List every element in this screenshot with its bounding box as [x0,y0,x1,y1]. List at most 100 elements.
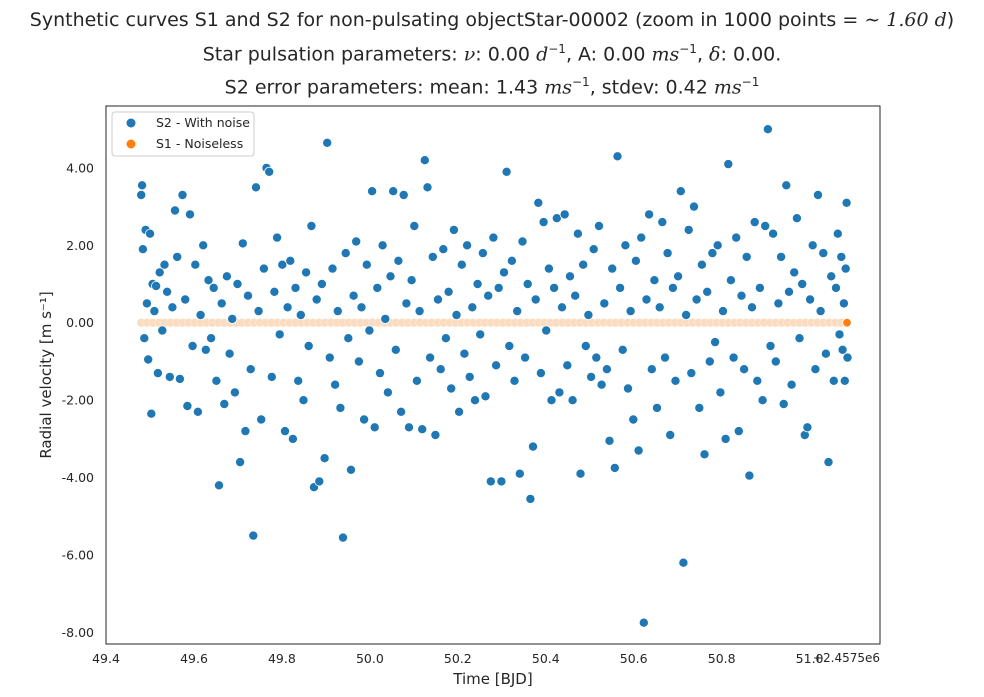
data-point-s2 [216,298,227,309]
data-point-s2 [741,251,752,262]
data-point-s2 [467,302,478,313]
data-point-s2 [673,271,684,282]
data-point-s2 [731,232,742,243]
data-point-s2 [781,180,792,191]
data-point-s2 [303,340,314,351]
data-point-s2 [699,449,710,460]
data-point-s2 [425,352,436,363]
data-point-s2 [839,375,850,386]
data-point-s2 [475,329,486,340]
data-point-s2 [440,333,451,344]
data-point-s2 [143,354,154,365]
data-point-s2 [686,368,697,379]
data-point-s2 [295,309,306,320]
data-point-s2 [345,464,356,475]
x-tick-labels: 49.4 49.6 49.8 50.0 50.2 50.4 50.6 50.8 51.0 [92,651,823,666]
data-point-s2 [337,532,348,543]
data-point-s2 [372,282,383,293]
data-point-s2 [427,251,438,262]
data-point-s2 [517,236,528,247]
data-point-s2 [588,244,599,255]
data-point-s2 [306,220,317,231]
data-point-s2 [805,294,816,305]
data-point-s2 [137,244,148,255]
data-point-s2 [657,217,668,228]
data-point-s2 [599,298,610,309]
data-point-s2 [591,352,602,363]
data-point-s2 [778,398,789,409]
y-tick-label: 4.00 [66,160,94,175]
series-s1-noiseless [136,318,852,328]
data-point-s2 [607,263,618,274]
data-point-s2 [826,271,837,282]
data-point-s1 [842,318,852,328]
x-tick-label: 50.8 [708,651,736,666]
data-point-s2 [256,414,267,425]
data-point-s2 [141,298,152,309]
x-tick-label: 50.2 [444,651,472,666]
data-point-s2 [828,375,839,386]
data-point-s2 [496,476,507,487]
data-point-s2 [154,267,165,278]
data-point-s2 [159,259,170,270]
data-point-s2 [773,298,784,309]
y-axis-label: Radial velocity [m s⁻¹] [37,291,55,458]
data-point-s2 [522,278,533,289]
data-point-s2 [665,429,676,440]
data-point-s2 [136,189,147,200]
data-point-s2 [702,286,713,297]
data-point-s2 [491,360,502,371]
data-point-s2 [752,375,763,386]
data-point-s2 [810,364,821,375]
data-point-s2 [454,406,465,417]
data-point-s2 [248,530,259,541]
data-point-s2 [190,259,201,270]
x-tick-label: 51.0 [796,651,824,666]
data-point-s2 [258,263,269,274]
data-point-s2 [187,340,198,351]
data-point-s2 [144,228,155,239]
data-point-s2 [287,433,298,444]
chart-subtitle-pulsation: Star pulsation parameters: ν: 0.00 d−1, … [202,42,782,66]
data-point-s2 [322,137,333,148]
data-point-s2 [586,371,597,382]
data-point-s2 [831,282,842,293]
data-point-s2 [137,180,148,191]
legend-label-s2: S2 - With noise [156,115,250,130]
data-point-s2 [406,275,417,286]
data-point-s2 [340,248,351,259]
data-point-s2 [636,232,647,243]
data-point-s2 [446,383,457,394]
data-point-s2 [229,387,240,398]
data-point-s2 [691,294,702,305]
data-point-s2 [744,470,755,481]
data-point-s2 [293,375,304,386]
data-point-s2 [298,395,309,406]
data-point-s2 [162,286,173,297]
data-point-s2 [206,333,217,344]
x-tick-label: 50.0 [356,651,384,666]
data-point-s2 [388,186,399,197]
data-point-s2 [382,387,393,398]
data-point-s2 [528,441,539,452]
data-point-s2 [385,271,396,282]
data-point-s2 [837,344,848,355]
data-point-s2 [670,375,681,386]
data-point-s2 [264,166,275,177]
data-point-s2 [335,402,346,413]
data-point-s2 [667,282,678,293]
data-point-s2 [728,352,739,363]
data-point-s2 [575,468,586,479]
data-point-s2 [549,282,560,293]
data-point-s2 [192,406,203,417]
data-point-s2 [765,340,776,351]
data-point-s2 [184,209,195,220]
data-point-s2 [139,333,150,344]
data-point-s2 [807,240,818,251]
chart-title: Synthetic curves S1 and S2 for non-pulsa… [29,9,955,31]
data-point-s2 [483,290,494,301]
data-point-s2 [359,414,370,425]
data-point-s2 [211,375,222,386]
data-point-s2 [620,240,631,251]
